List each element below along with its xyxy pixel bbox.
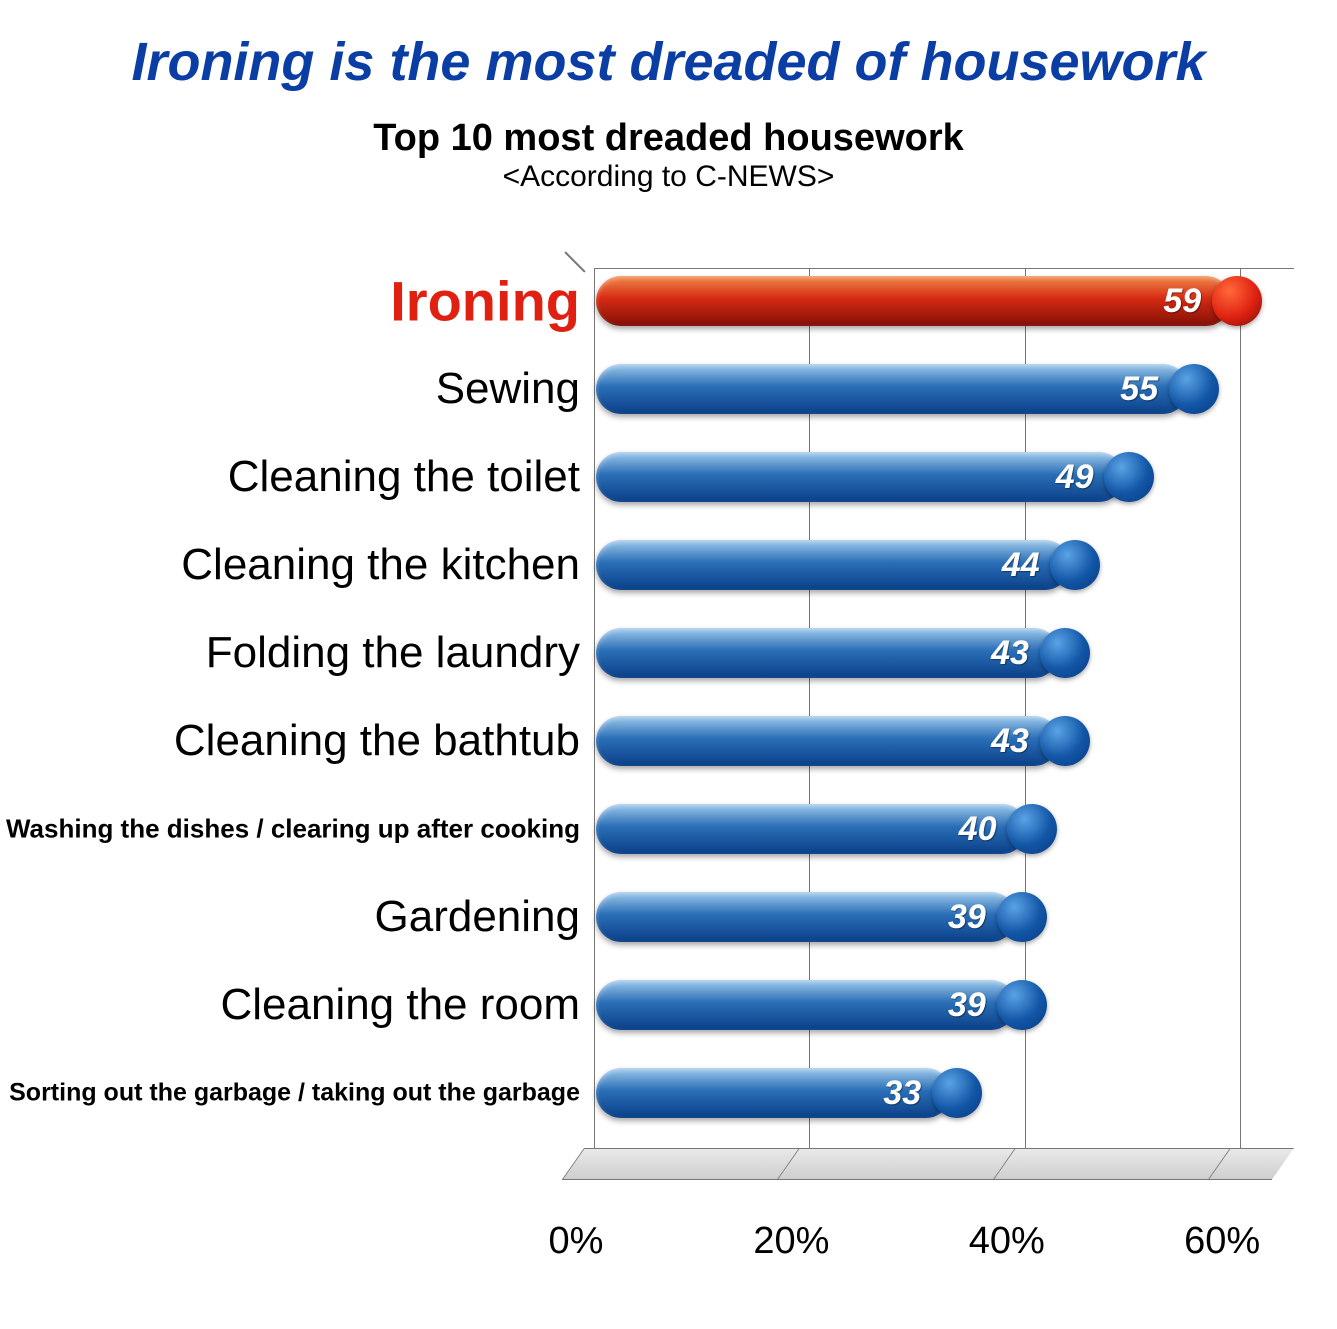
category-label: Ironing bbox=[0, 269, 580, 334]
chart-floor bbox=[562, 1148, 1294, 1180]
plot-area: 0%20%40%60%59554944434340393933 bbox=[594, 268, 1294, 1148]
bar-end-cap bbox=[1212, 276, 1262, 326]
bar-end-cap bbox=[1040, 716, 1090, 766]
x-tick-label: 0% bbox=[549, 1220, 604, 1263]
category-label: Sewing bbox=[0, 364, 580, 414]
bar-end-cap bbox=[1007, 804, 1057, 854]
category-label: Washing the dishes / clearing up after c… bbox=[0, 814, 580, 845]
category-label: Cleaning the bathtub bbox=[0, 716, 580, 766]
bar-end-cap bbox=[1050, 540, 1100, 590]
bar-value-label: 43 bbox=[991, 722, 1029, 761]
bar-end-cap bbox=[1169, 364, 1219, 414]
bar bbox=[596, 364, 1188, 414]
gridline-top bbox=[594, 268, 1294, 269]
bar-value-label: 43 bbox=[991, 634, 1029, 673]
category-label: Cleaning the kitchen bbox=[0, 540, 580, 590]
category-label: Folding the laundry bbox=[0, 628, 580, 678]
x-tick-label: 40% bbox=[969, 1220, 1045, 1263]
bar-end-cap bbox=[1104, 452, 1154, 502]
gridline bbox=[594, 268, 595, 1148]
bar-value-label: 49 bbox=[1056, 458, 1094, 497]
category-label: Gardening bbox=[0, 892, 580, 942]
chart-source-note: <According to C-NEWS> bbox=[0, 160, 1337, 193]
bar-value-label: 55 bbox=[1120, 370, 1158, 409]
x-tick-label: 60% bbox=[1184, 1220, 1260, 1263]
floor-gridline bbox=[1208, 1149, 1230, 1179]
bar-value-label: 40 bbox=[959, 810, 997, 849]
x-tick-label: 20% bbox=[753, 1220, 829, 1263]
gridline bbox=[1240, 268, 1241, 1148]
category-label: Cleaning the toilet bbox=[0, 452, 580, 502]
bar-value-label: 59 bbox=[1163, 282, 1201, 321]
category-label: Cleaning the room bbox=[0, 980, 580, 1030]
bar-value-label: 39 bbox=[948, 986, 986, 1025]
chart-subtitle: Top 10 most dreaded housework bbox=[0, 118, 1337, 160]
bar bbox=[596, 452, 1124, 502]
bar bbox=[596, 716, 1059, 766]
floor-gridline bbox=[778, 1149, 800, 1179]
floor-gridline bbox=[993, 1149, 1015, 1179]
bar-end-cap bbox=[997, 980, 1047, 1030]
category-label: Sorting out the garbage / taking out the… bbox=[0, 1079, 580, 1108]
bar-value-label: 44 bbox=[1002, 546, 1040, 585]
bar-value-label: 33 bbox=[883, 1074, 921, 1113]
chart-main-title: Ironing is the most dreaded of housework bbox=[0, 34, 1337, 91]
bar-end-cap bbox=[932, 1068, 982, 1118]
bar-end-cap bbox=[1040, 628, 1090, 678]
bar bbox=[596, 540, 1070, 590]
bar-end-cap bbox=[997, 892, 1047, 942]
bar bbox=[596, 628, 1059, 678]
bar-highlight bbox=[596, 276, 1231, 326]
bar-value-label: 39 bbox=[948, 898, 986, 937]
chart-page: Ironing is the most dreaded of housework… bbox=[0, 0, 1337, 1329]
floor-gridline bbox=[562, 1149, 584, 1179]
